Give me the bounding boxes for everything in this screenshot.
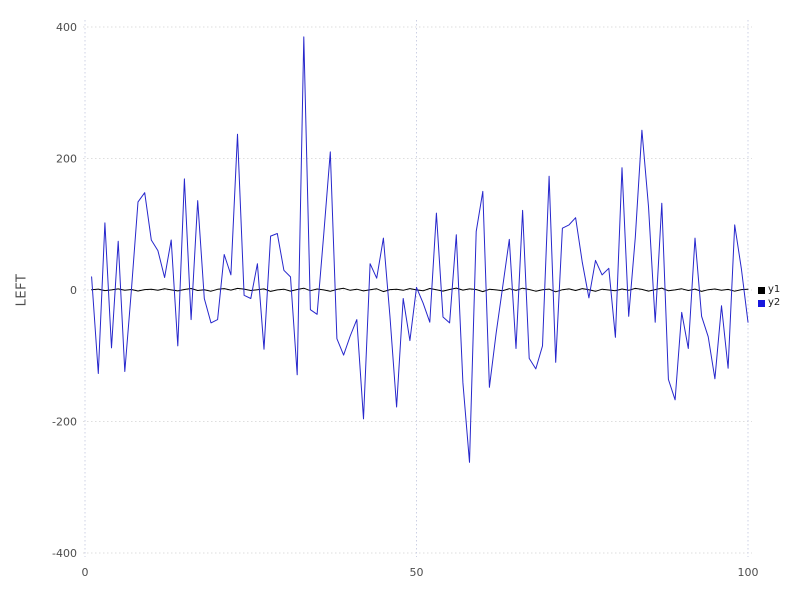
legend-swatch-y2-icon bbox=[758, 299, 765, 307]
y-tick-label-400: 400 bbox=[56, 21, 77, 34]
y-tick-label-0: 0 bbox=[70, 284, 77, 297]
series-line-y1 bbox=[91, 287, 749, 293]
legend-item-y1: y1 bbox=[758, 285, 780, 295]
x-tick-label-100: 100 bbox=[738, 566, 759, 579]
legend-item-y2: y2 bbox=[758, 298, 780, 308]
legend: y1 y2 bbox=[758, 285, 780, 308]
x-tick-label-0: 0 bbox=[82, 566, 89, 579]
x-tick-label-50: 50 bbox=[410, 566, 424, 579]
legend-swatch-y1-icon bbox=[758, 286, 765, 294]
y-axis-label: LEFT bbox=[14, 273, 30, 307]
series-line-y2 bbox=[91, 36, 749, 463]
y-tick-label-200: 200 bbox=[56, 153, 77, 166]
legend-label-y2: y2 bbox=[768, 297, 781, 308]
y-tick-label--200: -200 bbox=[52, 416, 77, 429]
legend-label-y1: y1 bbox=[768, 284, 781, 295]
y-tick-label--400: -400 bbox=[52, 547, 77, 560]
